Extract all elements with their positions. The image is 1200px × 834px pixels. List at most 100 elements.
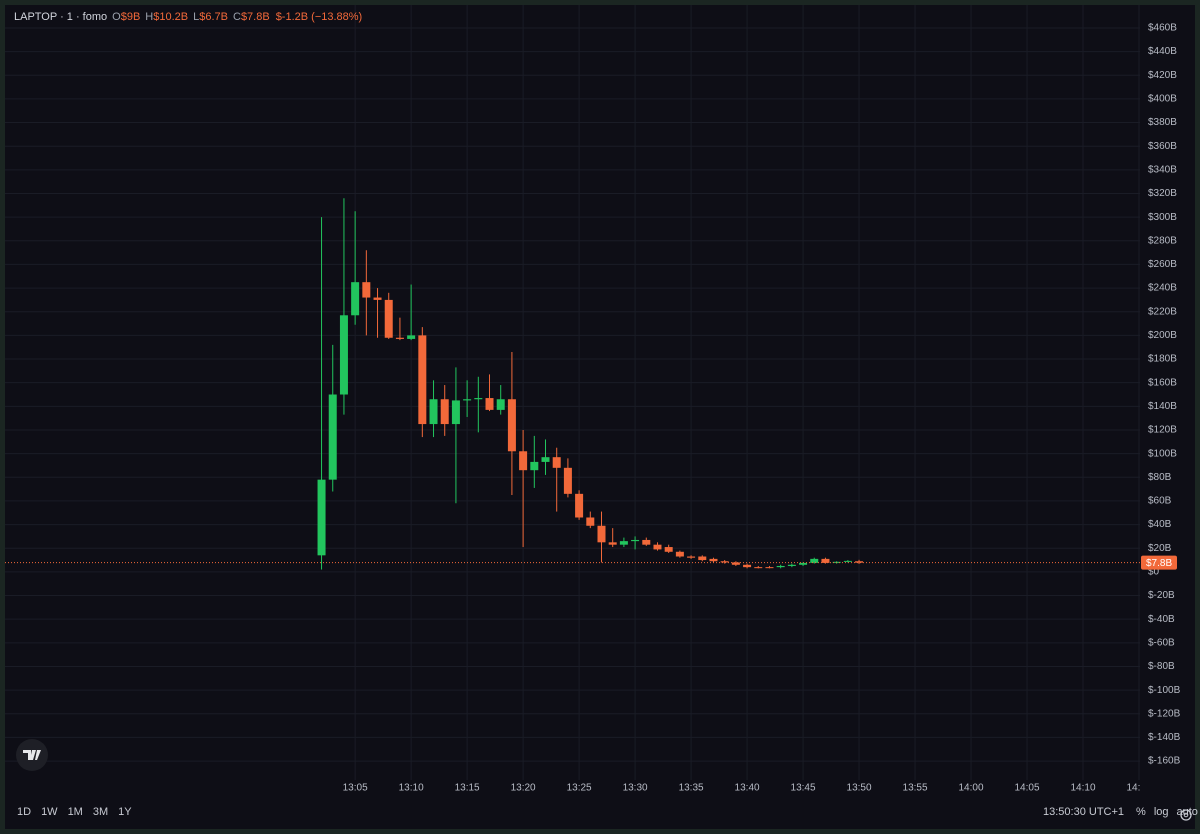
- y-tick-label: $280B: [1148, 235, 1177, 246]
- x-axis: 13:05 13:10 13:15 13:20 13:25 13:30 13:35 13:40…: [343, 783, 1140, 794]
- candle-body: [754, 567, 763, 569]
- x-tick-label: 14:05: [1015, 783, 1040, 794]
- x-tick-label: 13:25: [567, 783, 592, 794]
- candle-body: [530, 461, 539, 471]
- grid: [5, 5, 1140, 780]
- gear-center[interactable]: [1183, 812, 1189, 818]
- x-tick-label: 14:10: [1070, 783, 1095, 794]
- candle-body: [709, 558, 718, 562]
- x-tick-label: 14:00: [959, 783, 984, 794]
- symbol: LAPTOP · 1 · fomo: [14, 11, 108, 23]
- candle-body: [799, 562, 808, 565]
- x-tick-label: 13:40: [735, 783, 760, 794]
- y-tick-label: $-80B: [1148, 661, 1175, 672]
- x-tick-label: 13:35: [679, 783, 704, 794]
- candle-body: [698, 556, 707, 561]
- y-tick-label: $360B: [1148, 141, 1177, 152]
- candle-body: [362, 282, 371, 298]
- settings-icon[interactable]: [1180, 809, 1192, 821]
- ohlc-key: C: [232, 11, 241, 23]
- ohlc-value: $7.8B: [240, 11, 270, 23]
- x-tick-label: 13:05: [343, 783, 368, 794]
- range-button[interactable]: 1Y: [118, 806, 132, 818]
- candle-body: [541, 457, 550, 462]
- candle-body: [743, 564, 752, 568]
- candle-body: [351, 282, 360, 316]
- option-button[interactable]: %: [1136, 806, 1146, 818]
- y-tick-label: $100B: [1148, 448, 1177, 459]
- candle-body: [485, 398, 494, 410]
- candle-body: [384, 299, 393, 338]
- option-button[interactable]: log: [1153, 806, 1169, 818]
- x-tick-label: 13:10: [399, 783, 424, 794]
- candle-body: [407, 335, 416, 339]
- chart-background: [5, 5, 1195, 829]
- x-tick-label: 13:20: [511, 783, 536, 794]
- y-tick-label: $320B: [1148, 188, 1177, 199]
- last-price-badge: [1141, 555, 1177, 570]
- x-tick-label: 13:55: [903, 783, 928, 794]
- y-tick-label: $200B: [1148, 330, 1177, 341]
- ohlc-value: $10.2B: [153, 11, 189, 23]
- y-tick-label: $-140B: [1148, 732, 1181, 743]
- y-tick-label: $-160B: [1148, 756, 1181, 767]
- x-tick-label: 13:50: [847, 783, 872, 794]
- candle-body: [474, 398, 483, 400]
- candle-body: [339, 315, 348, 395]
- range-button[interactable]: 1W: [41, 806, 58, 818]
- candle-body: [619, 541, 628, 545]
- candle-body: [507, 399, 516, 452]
- logo: [16, 739, 48, 771]
- range-button[interactable]: 3M: [92, 806, 109, 818]
- change: $-1.2B (−13.88%): [275, 11, 363, 23]
- y-axis: $-160B $-140B $-120B $-100B $-80B $-60B $-40B $…: [1141, 23, 1181, 767]
- options-bar: 13:50:30 UTC+1 % log auto: [1043, 806, 1198, 818]
- candle-body: [776, 565, 785, 568]
- logo-mark: [23, 750, 41, 760]
- candle-body: [440, 399, 449, 425]
- y-tick-label: $300B: [1148, 212, 1177, 223]
- candle-body: [821, 558, 830, 563]
- y-tick-label: $60B: [1148, 496, 1172, 507]
- candle-body: [720, 561, 729, 563]
- range-button[interactable]: 1D: [17, 806, 32, 818]
- y-tick-label: $380B: [1148, 117, 1177, 128]
- ohlc-key: O: [112, 11, 121, 23]
- candle-body: [563, 467, 572, 494]
- candle-body: [855, 561, 864, 563]
- y-tick-label: $400B: [1148, 94, 1177, 105]
- candle-body: [317, 479, 326, 556]
- x-tick-label: 13:45: [791, 783, 816, 794]
- candle-body: [373, 297, 382, 300]
- y-tick-label: $40B: [1148, 519, 1172, 530]
- gear[interactable]: [1180, 809, 1192, 821]
- y-tick-label: $460B: [1148, 23, 1177, 34]
- y-tick-label: $120B: [1148, 425, 1177, 436]
- y-tick-label: $80B: [1148, 472, 1172, 483]
- last-price-label: $7.8B: [1146, 558, 1172, 569]
- y-tick-label: $-40B: [1148, 614, 1175, 625]
- y-tick-label: $420B: [1148, 70, 1177, 81]
- candle-body: [675, 551, 684, 557]
- candle-body: [765, 567, 774, 569]
- y-tick-label: $-20B: [1148, 590, 1175, 601]
- candle-body: [586, 517, 595, 526]
- candle-body: [597, 525, 606, 543]
- candle-body: [631, 539, 640, 542]
- candle-body: [608, 542, 617, 545]
- y-tick-label: $20B: [1148, 543, 1172, 554]
- range-button[interactable]: 1M: [67, 806, 83, 818]
- candles: [5, 198, 1140, 570]
- candle-body: [664, 547, 673, 552]
- candle-body: [429, 399, 438, 425]
- ohlc-key: H: [145, 11, 154, 23]
- y-tick-label: $340B: [1148, 164, 1177, 175]
- legend-header: LAPTOP · 1 · fomo O $9B H $10.2B L $6.7B C $…: [14, 11, 362, 23]
- ohlc-key: L: [193, 11, 200, 23]
- y-tick-label: $240B: [1148, 283, 1177, 294]
- candle-body: [552, 457, 561, 468]
- candle-body: [731, 562, 740, 565]
- option-button[interactable]: auto: [1176, 806, 1198, 818]
